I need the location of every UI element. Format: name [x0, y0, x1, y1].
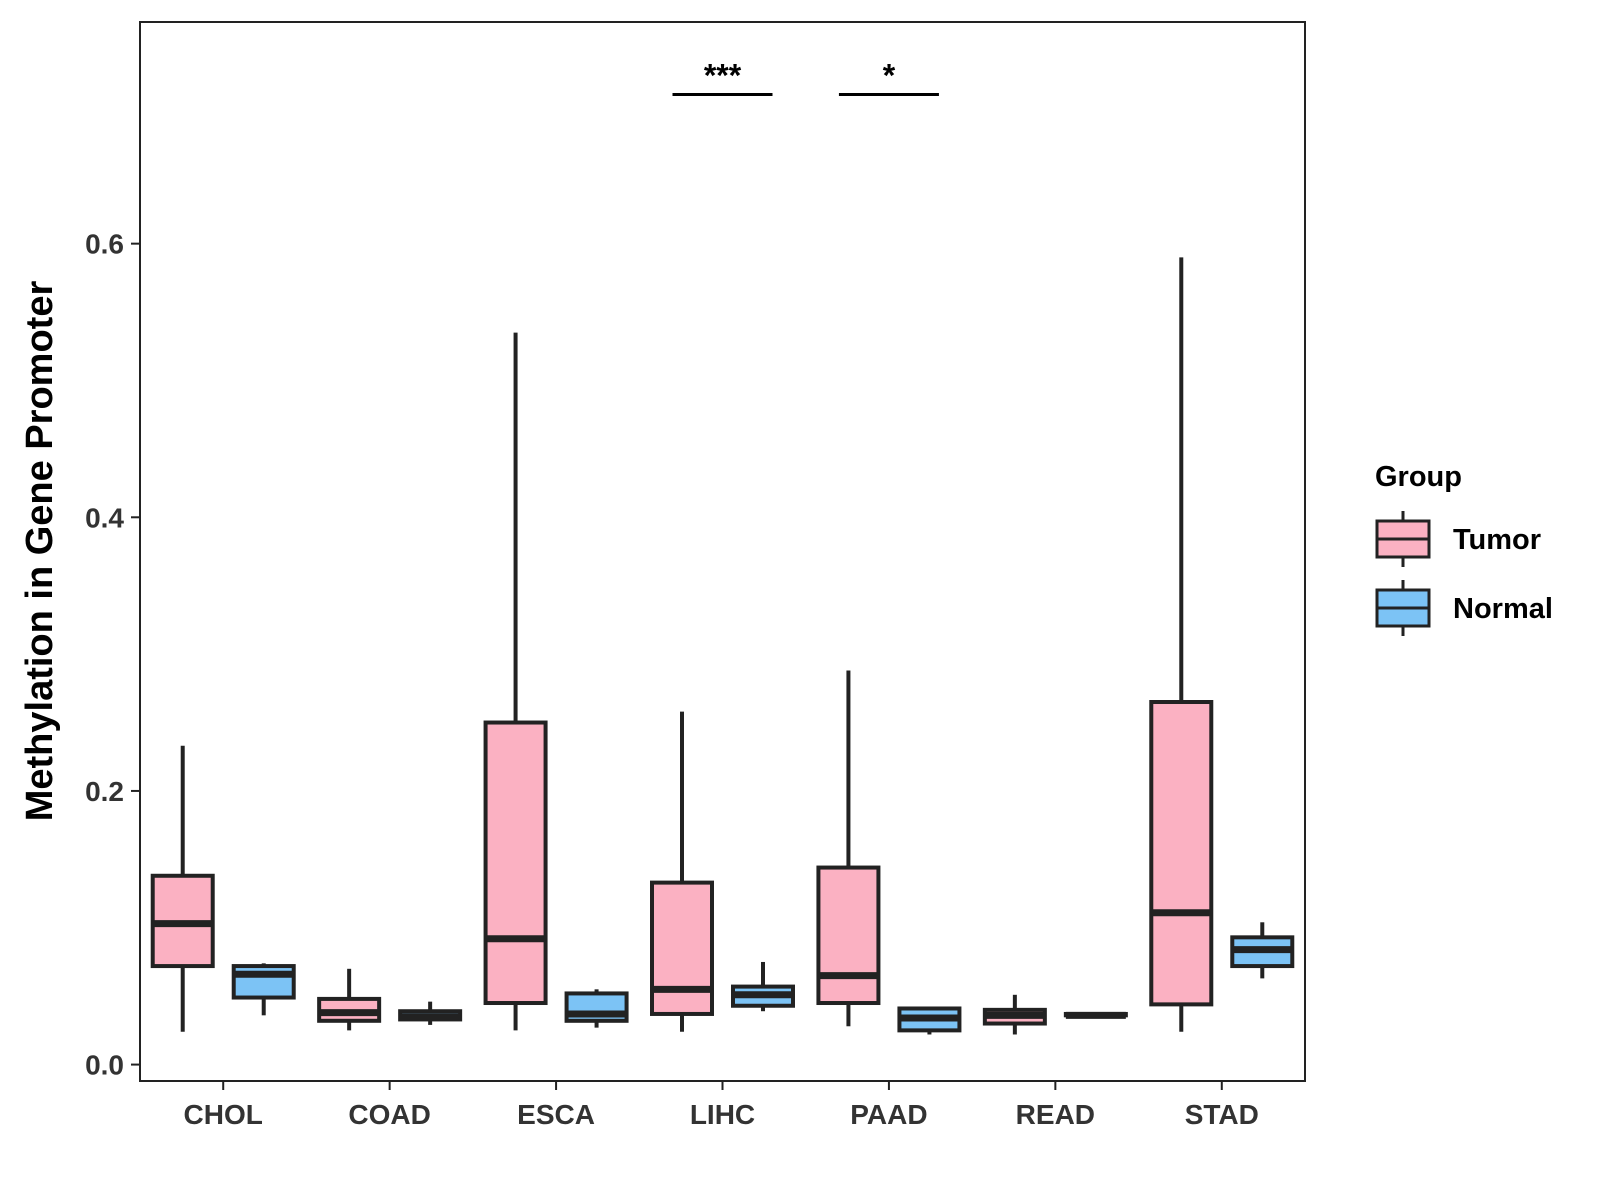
legend-label-normal: Normal	[1453, 593, 1553, 625]
legend: Group Tumor Normal	[1375, 461, 1553, 636]
x-axis: CHOL COAD ESCA LIHC PAAD READ STAD	[184, 1081, 1259, 1130]
box-tumor-coad	[317, 968, 382, 1031]
legend-item-normal: Normal	[1375, 580, 1553, 636]
legend-title: Group	[1375, 461, 1462, 493]
y-axis-title: Methylation in Gene Promoter	[19, 281, 61, 822]
significance-label-lihc: ***	[704, 58, 742, 94]
significance-label-paad: *	[883, 58, 896, 94]
x-tick-label-read: READ	[1016, 1099, 1095, 1130]
y-tick-label: 0.0	[85, 1050, 124, 1081]
box-body	[650, 880, 714, 1016]
box-tumor-lihc	[650, 711, 714, 1032]
x-tick-label-coad: COAD	[348, 1099, 430, 1130]
box-normal-lihc	[731, 961, 795, 1012]
x-tick-label-chol: CHOL	[184, 1099, 263, 1130]
y-tick-label: 0.6	[85, 229, 124, 260]
legend-item-tumor: Tumor	[1375, 511, 1541, 567]
box-normal-coad	[398, 1001, 463, 1025]
box-body	[483, 720, 548, 1006]
box-body	[816, 865, 881, 1006]
x-tick-label-stad: STAD	[1185, 1099, 1259, 1130]
box-tumor-stad	[1149, 257, 1214, 1032]
y-tick-label: 0.4	[85, 502, 124, 533]
y-tick-label: 0.2	[85, 776, 124, 807]
box-body	[1149, 700, 1214, 1007]
box-tumor-esca	[483, 332, 548, 1031]
box-normal-esca	[564, 989, 629, 1028]
significance-layer: *** *	[672, 58, 939, 97]
x-tick-label-esca: ESCA	[517, 1099, 595, 1130]
legend-label-tumor: Tumor	[1453, 524, 1541, 556]
x-tick-label-paad: PAAD	[850, 1099, 927, 1130]
panel-border	[139, 21, 1306, 1082]
box-normal-stad	[1230, 922, 1295, 979]
box-normal-chol	[231, 963, 296, 1016]
x-tick-label-lihc: LIHC	[690, 1099, 755, 1130]
box-normal-paad	[897, 1006, 962, 1035]
box-tumor-read	[982, 994, 1047, 1035]
box-layer	[150, 257, 1295, 1035]
box-normal-read	[1063, 1011, 1128, 1019]
box-tumor-chol	[150, 745, 215, 1032]
y-axis: 0.0 0.2 0.4 0.6	[85, 229, 140, 1081]
box-tumor-paad	[816, 670, 881, 1027]
